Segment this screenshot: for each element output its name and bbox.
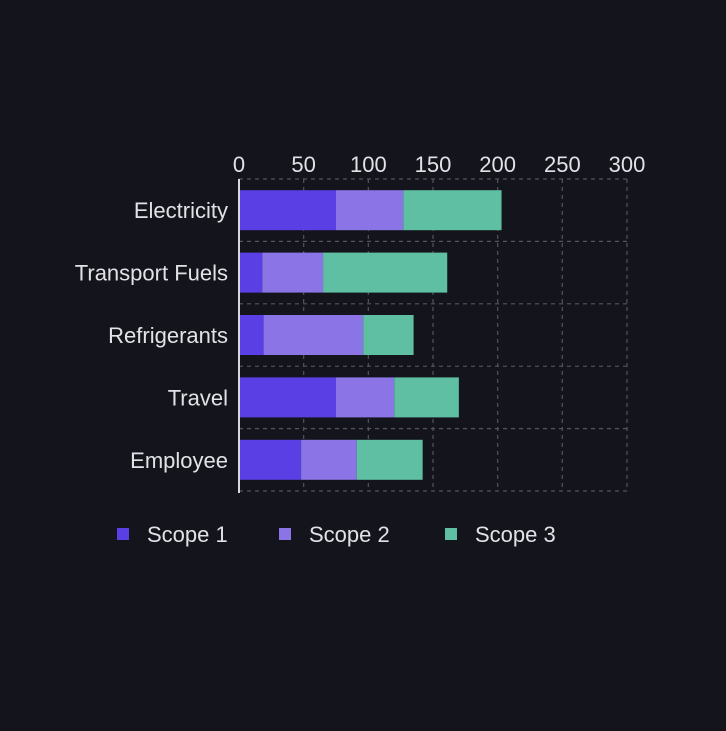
bar-travel-scope-1[interactable] <box>239 377 336 418</box>
x-tick-label: 200 <box>479 152 516 177</box>
bar-transport-fuels-scope-1[interactable] <box>239 252 263 293</box>
bar-electricity-scope-2[interactable] <box>336 190 404 231</box>
bar-electricity-scope-3[interactable] <box>403 190 502 231</box>
bar-employee-scope-3[interactable] <box>356 439 423 480</box>
bar-refrigerants-scope-3[interactable] <box>363 315 414 355</box>
x-tick-label: 300 <box>609 152 646 177</box>
bar-electricity-scope-1[interactable] <box>239 190 336 231</box>
x-tick-label: 250 <box>544 152 581 177</box>
bar-travel-scope-3[interactable] <box>394 377 459 418</box>
legend-label: Scope 1 <box>147 522 228 547</box>
bar-travel-scope-2[interactable] <box>336 377 395 418</box>
legend-label: Scope 2 <box>309 522 390 547</box>
legend-swatch <box>117 528 129 540</box>
legend-item-scope-1[interactable]: Scope 1 <box>117 522 228 547</box>
bar-transport-fuels-scope-2[interactable] <box>262 252 324 293</box>
x-tick-label: 50 <box>291 152 315 177</box>
y-category-label: Refrigerants <box>108 323 228 348</box>
y-category-label: Travel <box>168 385 228 410</box>
bar-employee-scope-1[interactable] <box>239 439 302 480</box>
x-tick-label: 0 <box>233 152 245 177</box>
grid-layer <box>239 178 628 492</box>
y-category-label: Electricity <box>134 198 228 223</box>
bar-employee-scope-2[interactable] <box>301 439 357 480</box>
legend-swatch <box>279 528 291 540</box>
x-tick-label: 150 <box>415 152 452 177</box>
axis-layer: 0 50 100 150 200 250 300 Electricity Transport F… <box>75 152 646 493</box>
x-tick-label: 100 <box>350 152 387 177</box>
legend-item-scope-3[interactable]: Scope 3 <box>445 522 556 547</box>
bar-refrigerants-scope-1[interactable] <box>239 315 264 355</box>
bar-refrigerants-scope-2[interactable] <box>263 315 364 355</box>
legend: Scope 1 Scope 2 Scope 3 <box>117 522 556 547</box>
y-category-label: Employee <box>130 448 228 473</box>
bar-transport-fuels-scope-3[interactable] <box>323 252 448 293</box>
legend-label: Scope 3 <box>475 522 556 547</box>
legend-swatch <box>445 528 457 540</box>
bars-layer <box>239 190 502 480</box>
y-category-label: Transport Fuels <box>75 261 228 286</box>
legend-item-scope-2[interactable]: Scope 2 <box>279 522 390 547</box>
